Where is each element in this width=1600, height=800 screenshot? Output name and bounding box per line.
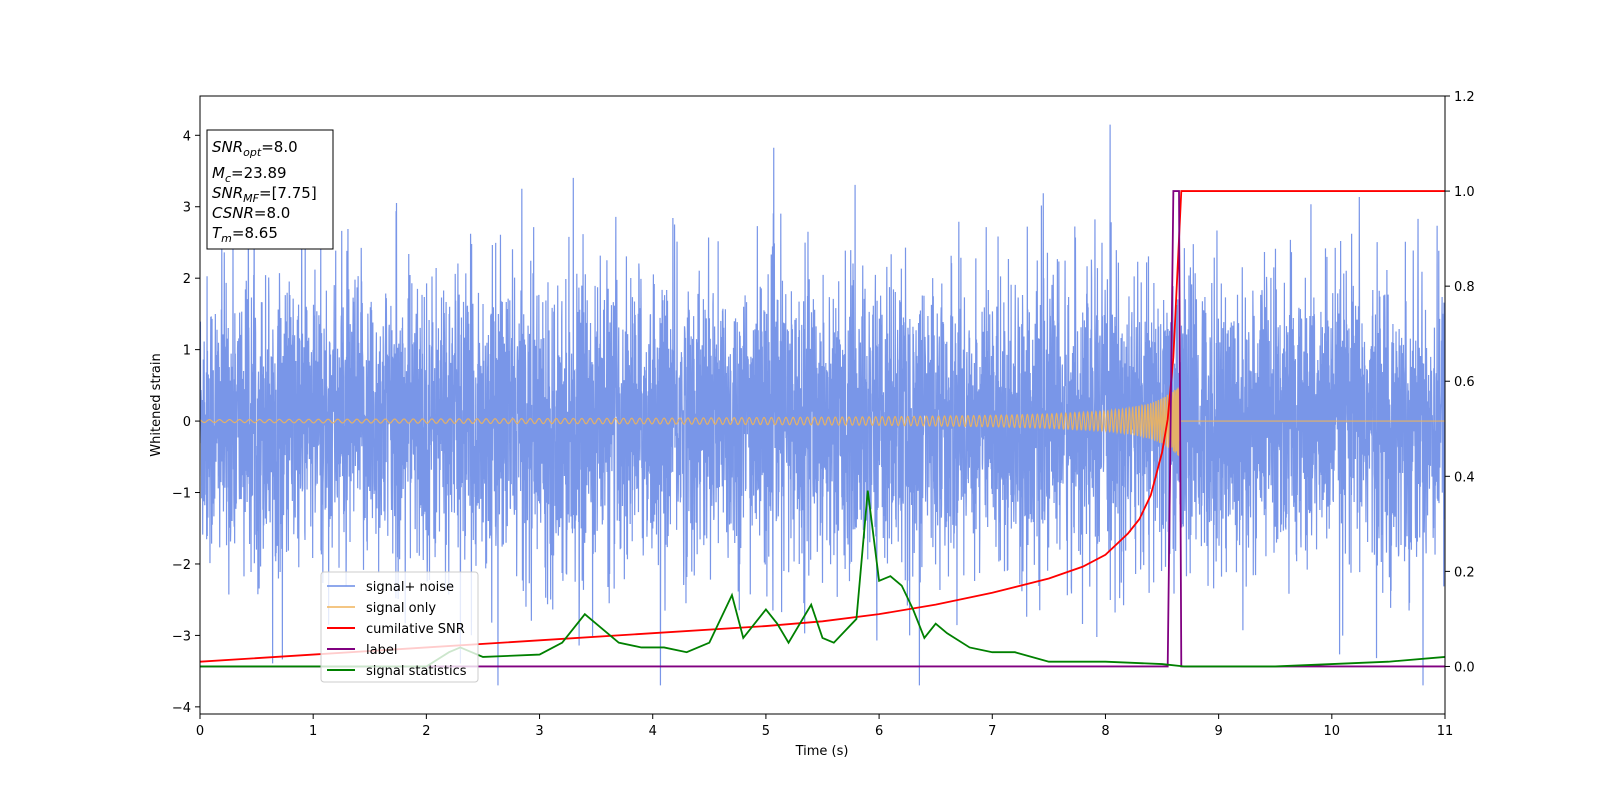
legend-entry: signal only (366, 601, 436, 616)
y-left-tick-label: −2 (172, 558, 191, 573)
info-snr-mf: SNRMF=[7.75] (212, 184, 317, 205)
y-axis-left: −4 −3 −2 −1 0 1 2 3 4 (172, 129, 200, 716)
y-left-tick-label: 4 (183, 129, 191, 144)
legend-entry: cumilative SNR (366, 622, 465, 637)
legend-entry: signal statistics (366, 664, 467, 679)
series-signal-statistics (200, 490, 1445, 668)
info-box-frame (206, 129, 334, 250)
x-tick-label: 1 (309, 724, 317, 739)
y-left-tick-label: 1 (183, 344, 191, 359)
x-tick-label: 6 (875, 724, 883, 739)
x-tick-label: 4 (649, 724, 657, 739)
x-tick-label: 2 (422, 724, 430, 739)
y-right-tick-label: 0.8 (1454, 280, 1475, 295)
info-snr-opt: SNRopt=8.0 (212, 138, 298, 159)
y-axis-right: 0.0 0.2 0.4 0.6 0.8 1.0 1.2 (1445, 90, 1475, 675)
y-right-tick-label: 0.6 (1454, 375, 1475, 390)
y-left-tick-label: −4 (172, 701, 191, 716)
plot-frame (199, 95, 1446, 715)
series-signal-only (200, 387, 1445, 456)
legend-entry: signal+ noise (366, 580, 454, 595)
x-tick-label: 0 (196, 724, 204, 739)
legend-frame (320, 571, 479, 683)
y-right-tick-label: 0.0 (1454, 660, 1475, 675)
x-tick-label: 10 (1324, 724, 1341, 739)
x-tick-label: 11 (1437, 724, 1454, 739)
y-axis-label: Whitened strain (149, 353, 164, 456)
y-left-tick-label: 2 (183, 272, 191, 287)
y-left-tick-label: −1 (172, 487, 191, 502)
y-left-tick-label: −3 (172, 629, 191, 644)
x-tick-label: 9 (1214, 724, 1222, 739)
info-tm: Tm=8.65 (212, 224, 278, 245)
info-csnr: CSNR=8.0 (212, 204, 290, 222)
x-tick-label: 3 (535, 724, 543, 739)
x-axis-label: Time (s) (795, 744, 849, 759)
y-right-tick-label: 1.0 (1454, 185, 1475, 200)
y-right-tick-label: 1.2 (1454, 90, 1475, 105)
info-mc: Mc=23.89 (212, 164, 287, 185)
legend: signal+ noise signal only cumilative SNR la… (320, 571, 479, 683)
legend-entry: label (366, 643, 397, 658)
series-signal-noise (200, 124, 1445, 686)
info-box: SNRopt=8.0 Mc=23.89 SNRMF=[7.75] CSNR=8.… (206, 129, 334, 250)
series-layer (200, 124, 1445, 686)
series-cumilative-snr (200, 190, 1445, 663)
x-tick-label: 8 (1101, 724, 1109, 739)
x-axis: 0 1 2 3 4 5 6 7 8 9 10 11 (196, 714, 1453, 739)
x-tick-label: 7 (988, 724, 996, 739)
y-right-tick-label: 0.4 (1454, 470, 1475, 485)
y-left-tick-label: 3 (183, 201, 191, 216)
y-left-tick-label: 0 (183, 415, 191, 430)
x-tick-label: 5 (762, 724, 770, 739)
y-right-tick-label: 0.2 (1454, 565, 1475, 580)
